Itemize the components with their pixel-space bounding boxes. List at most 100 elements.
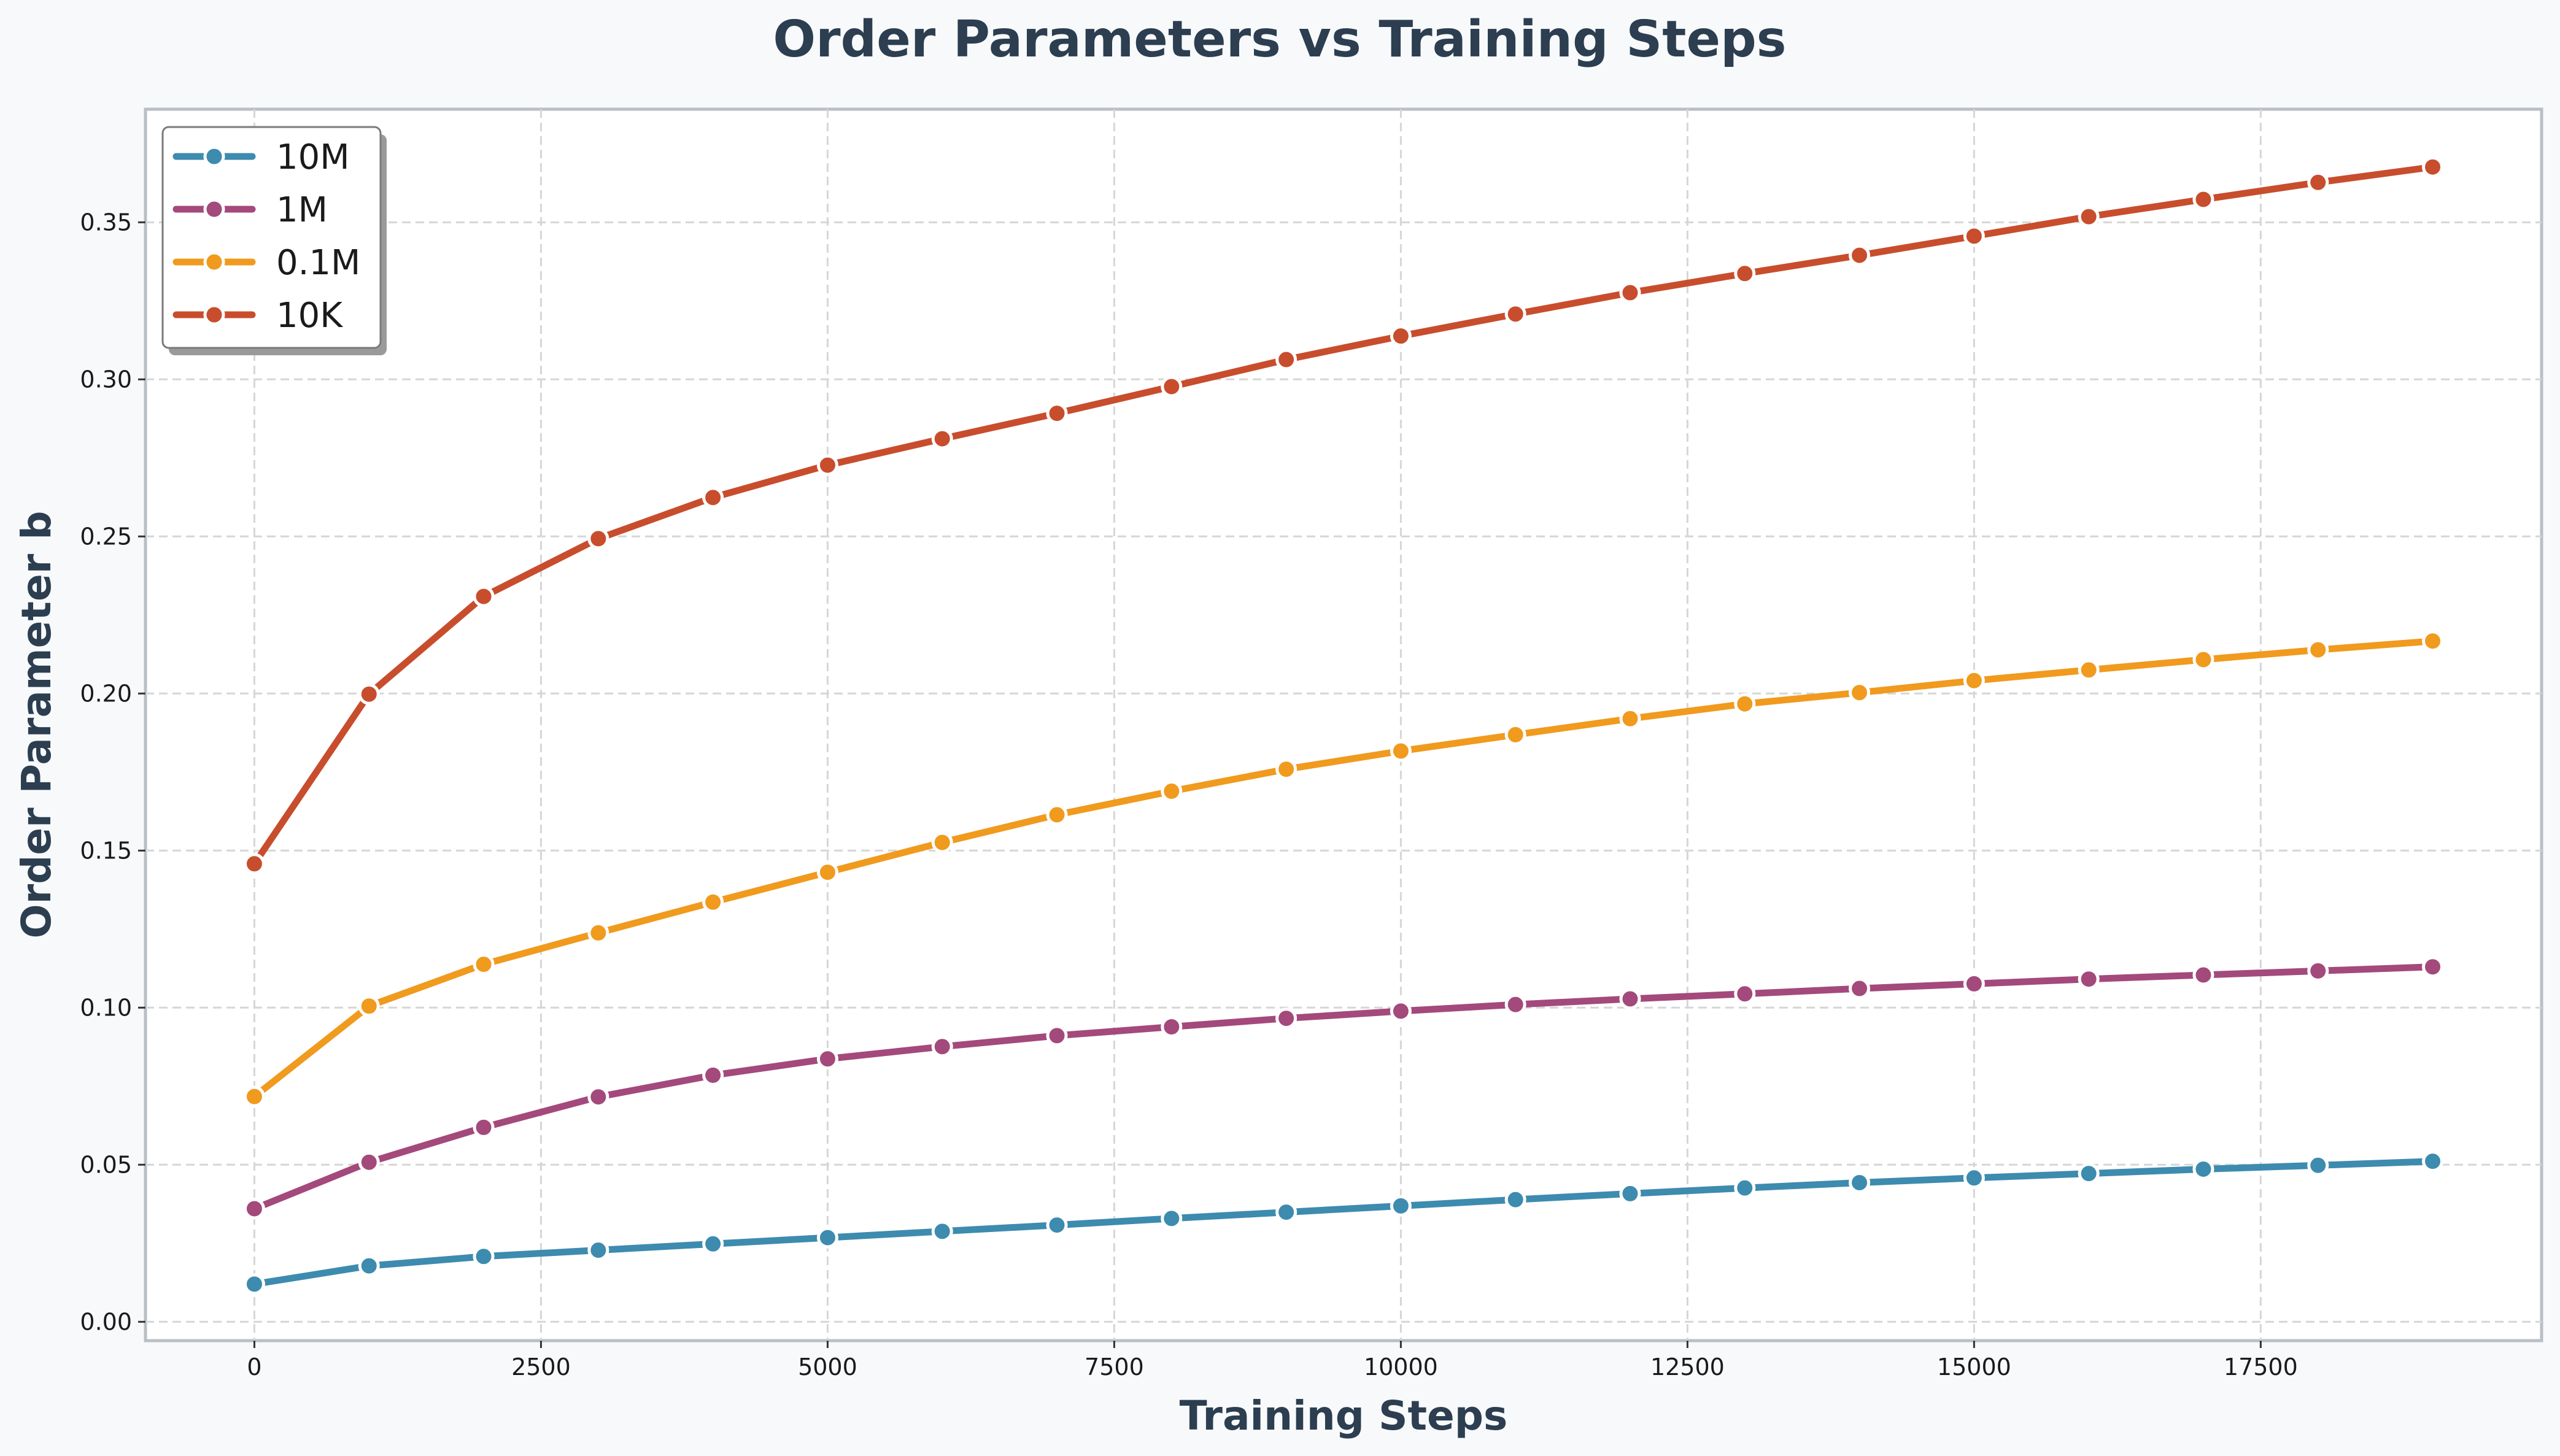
data-point — [1161, 376, 1183, 398]
series-10k — [243, 156, 2444, 875]
data-point — [1734, 983, 1756, 1005]
data-point — [2078, 968, 2100, 990]
data-point — [931, 831, 953, 853]
data-point — [1390, 1000, 1412, 1022]
legend-item: 1M — [172, 190, 328, 230]
y-tick-label: 0.30 — [80, 366, 132, 393]
data-point — [2422, 1150, 2444, 1173]
data-point — [1390, 325, 1412, 347]
data-point — [1046, 1214, 1068, 1236]
data-point — [1161, 780, 1183, 803]
data-point — [1619, 1182, 1641, 1204]
data-point — [2422, 156, 2444, 178]
legend-swatch-marker — [203, 251, 225, 273]
x-tick-label: 7500 — [1085, 1354, 1144, 1381]
data-point — [1963, 225, 1985, 247]
data-point — [931, 428, 953, 450]
x-tick-label: 12500 — [1650, 1354, 1725, 1381]
legend-label: 10K — [276, 296, 343, 336]
data-point — [1849, 682, 1871, 704]
data-point — [702, 1233, 724, 1255]
legend-label: 10M — [276, 137, 350, 177]
data-point — [587, 1239, 609, 1261]
series-line — [251, 963, 2436, 1212]
data-point — [2422, 630, 2444, 652]
data-point — [2422, 956, 2444, 978]
data-point — [587, 1086, 609, 1108]
chart-title: Order Parameters vs Training Steps — [773, 10, 1786, 69]
y-axis-label: Order Parameter b — [13, 510, 60, 938]
data-point — [816, 1048, 838, 1070]
legend-item: 10M — [172, 137, 350, 177]
x-tick-label: 2500 — [511, 1354, 571, 1381]
data-point — [1390, 1195, 1412, 1217]
data-point — [1275, 758, 1297, 780]
data-point — [1504, 303, 1526, 325]
data-point — [358, 683, 380, 705]
x-tick-label: 5000 — [798, 1354, 857, 1381]
legend-swatch-marker — [203, 304, 225, 326]
legend-swatch-marker — [203, 198, 225, 220]
data-point — [358, 1151, 380, 1173]
legend: 10M 1M 0.1M 10K — [161, 126, 387, 355]
data-point — [1504, 993, 1526, 1015]
x-tick-label: 17500 — [2224, 1354, 2298, 1381]
axis-ticks: 0 2500 5000 7500 10000 12500 15000 17500 0.00 0.0… — [80, 209, 2297, 1381]
data-point — [1161, 1208, 1183, 1230]
data-point — [1504, 723, 1526, 745]
y-tick-label: 0.10 — [80, 994, 132, 1021]
data-point — [358, 1255, 380, 1277]
data-point — [1504, 1188, 1526, 1211]
data-point — [2307, 960, 2329, 982]
data-point — [2078, 1163, 2100, 1185]
data-point — [1390, 740, 1412, 762]
legend-swatch-marker — [203, 145, 225, 168]
data-point — [1619, 988, 1641, 1010]
legend-box — [161, 126, 382, 349]
y-tick-label: 0.20 — [80, 680, 132, 707]
data-point — [1734, 263, 1756, 285]
gridlines — [145, 109, 2542, 1341]
data-point — [1849, 1171, 1871, 1193]
y-tick-label: 0.35 — [80, 209, 132, 236]
data-point — [1734, 693, 1756, 715]
series-layer — [243, 156, 2444, 1295]
data-point — [1046, 1025, 1068, 1047]
y-tick-label: 0.25 — [80, 523, 132, 550]
data-point — [2307, 1154, 2329, 1176]
data-point — [473, 585, 495, 607]
data-point — [243, 1085, 265, 1107]
y-tick-label: 0.05 — [80, 1151, 132, 1178]
legend-label: 1M — [276, 190, 328, 230]
y-tick-label: 0.15 — [80, 837, 132, 864]
data-point — [1046, 804, 1068, 826]
series-line — [251, 637, 2436, 1100]
x-tick-label: 0 — [247, 1354, 261, 1381]
data-point — [473, 1246, 495, 1268]
data-point — [243, 853, 265, 875]
data-point — [1963, 1167, 1985, 1189]
data-point — [1161, 1016, 1183, 1038]
data-point — [816, 454, 838, 476]
data-point — [587, 922, 609, 944]
data-point — [931, 1220, 953, 1242]
x-tick-label: 10000 — [1364, 1354, 1438, 1381]
x-tick-label: 15000 — [1937, 1354, 2011, 1381]
legend-label: 0.1M — [276, 243, 360, 283]
data-point — [1275, 349, 1297, 371]
legend-item: 0.1M — [172, 243, 360, 283]
legend-item: 10K — [172, 296, 343, 336]
data-point — [1275, 1201, 1297, 1223]
series-10m — [243, 1150, 2444, 1295]
x-axis-label: Training Steps — [1180, 1392, 1508, 1439]
data-point — [1963, 973, 1985, 995]
data-point — [2078, 659, 2100, 681]
data-point — [2192, 188, 2214, 210]
data-point — [2192, 1158, 2214, 1180]
data-point — [1849, 244, 1871, 266]
plot-area — [144, 107, 2543, 1342]
data-point — [358, 995, 380, 1017]
data-point — [2192, 964, 2214, 986]
data-point — [1849, 977, 1871, 1000]
